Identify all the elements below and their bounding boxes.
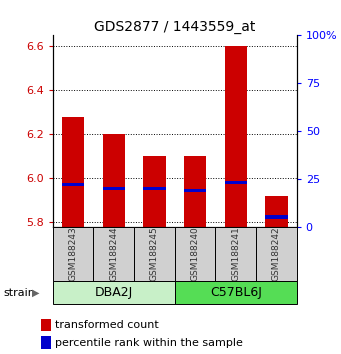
Bar	[143, 156, 166, 227]
Bar	[224, 46, 247, 227]
Bar	[62, 117, 84, 227]
Bar	[175, 281, 297, 304]
Text: GSM188243: GSM188243	[69, 227, 78, 281]
Text: GSM188242: GSM188242	[272, 227, 281, 281]
Bar	[143, 187, 166, 190]
Bar	[93, 227, 134, 281]
Bar	[53, 227, 93, 281]
Text: GSM188240: GSM188240	[191, 227, 199, 281]
Bar	[224, 181, 247, 184]
Text: C57BL6J: C57BL6J	[210, 286, 262, 299]
Bar	[103, 187, 125, 190]
Bar	[184, 189, 206, 192]
Bar	[175, 227, 216, 281]
Bar	[53, 281, 175, 304]
Title: GDS2877 / 1443559_at: GDS2877 / 1443559_at	[94, 21, 255, 34]
Text: transformed count: transformed count	[55, 320, 159, 330]
Bar	[256, 227, 297, 281]
Bar	[265, 215, 287, 219]
Text: ▶: ▶	[32, 288, 40, 298]
Text: DBA2J: DBA2J	[95, 286, 133, 299]
Bar	[103, 134, 125, 227]
Bar	[134, 227, 175, 281]
Text: GSM188244: GSM188244	[109, 227, 118, 281]
Text: GSM188245: GSM188245	[150, 227, 159, 281]
Bar	[184, 156, 206, 227]
Bar	[62, 183, 84, 186]
Text: GSM188241: GSM188241	[231, 227, 240, 281]
Bar	[265, 196, 287, 227]
Bar	[41, 336, 51, 349]
Bar	[216, 227, 256, 281]
Text: strain: strain	[3, 288, 35, 298]
Bar	[41, 319, 51, 331]
Text: percentile rank within the sample: percentile rank within the sample	[55, 338, 243, 348]
